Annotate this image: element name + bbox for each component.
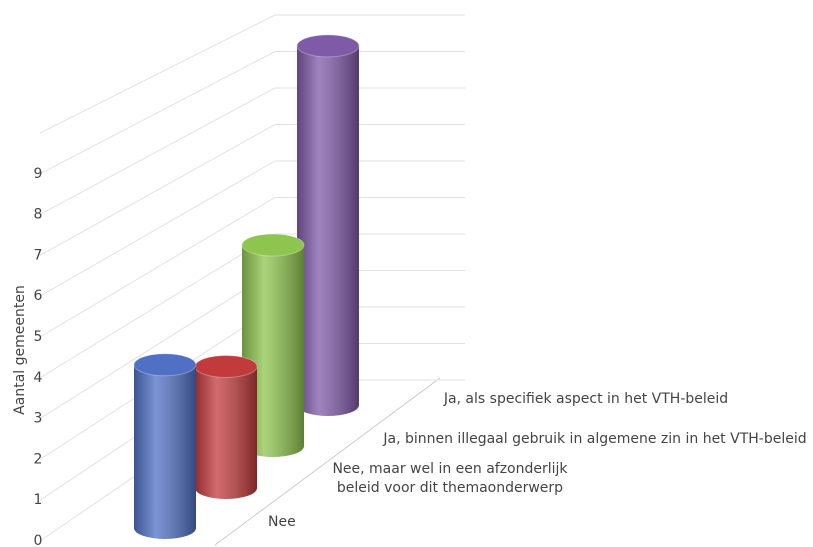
bar-top	[296, 34, 360, 58]
y-tick-label: 1	[34, 492, 43, 508]
y-tick-label: 0	[34, 533, 43, 547]
grid-line	[39, 124, 465, 256]
grid-line	[39, 14, 465, 134]
category-label: Ja, binnen illegaal gebruik in algemene …	[383, 431, 807, 447]
y-axis-title: Aantal gemeenten	[12, 285, 28, 415]
y-tick-label: 2	[34, 451, 43, 467]
y-tick-label: 4	[34, 370, 43, 386]
bar-top	[133, 353, 197, 377]
bar-top	[194, 355, 258, 378]
category-label: Ja, als specifiek aspect in het VTH-bele…	[443, 391, 729, 407]
bar-top	[241, 233, 305, 257]
grid-line	[39, 233, 465, 379]
bar-shade	[195, 366, 257, 499]
y-tick-label: 7	[34, 247, 43, 263]
y-tick-label: 5	[34, 329, 43, 345]
y-tick-label: 8	[34, 207, 43, 223]
y-tick-label: 3	[34, 411, 43, 427]
bar-shade	[242, 245, 304, 457]
bar-shade	[134, 364, 196, 539]
y-tick-label: 9	[34, 166, 43, 182]
floor-edge	[214, 377, 441, 546]
category-label: Nee	[268, 514, 296, 530]
grid-line	[39, 197, 465, 338]
category-label: Nee, maar wel in een afzonderlijk beleid…	[332, 461, 568, 496]
y-tick-label: 6	[34, 288, 43, 304]
grid-line	[39, 87, 465, 216]
bar-shade	[297, 45, 359, 417]
grid-line	[39, 160, 465, 297]
grid-line	[39, 51, 465, 175]
